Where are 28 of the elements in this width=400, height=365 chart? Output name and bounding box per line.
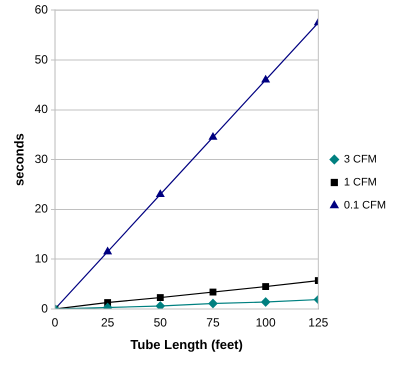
y-tick-label: 30 [34, 152, 48, 166]
x-tick-label: 75 [206, 316, 220, 330]
point [104, 247, 112, 254]
point [208, 298, 218, 308]
point [262, 283, 270, 290]
y-tick-label: 60 [34, 2, 48, 17]
x-tick-label: 25 [100, 316, 115, 330]
y-tick-label: 10 [34, 252, 48, 266]
point [210, 288, 216, 296]
x-tick-label: 100 [256, 316, 276, 330]
y-tick-label: 0 [41, 301, 48, 316]
legend-label: 0.1 CFM [344, 200, 386, 212]
x-tick-label: 0 [52, 316, 59, 330]
x-axis-title: Tube Length (feet) [130, 336, 243, 352]
point [208, 132, 218, 140]
point [156, 190, 164, 198]
point [262, 75, 270, 83]
point [261, 297, 270, 307]
point [156, 301, 165, 309]
y-axis-title: seconds [11, 133, 26, 186]
legend-label: 3 CFM [344, 154, 377, 166]
y-tick-label: 20 [34, 202, 48, 216]
x-tick-label: 125 [308, 316, 329, 330]
point [156, 294, 164, 301]
y-tick-label: 40 [34, 102, 48, 116]
x-tick-label: 50 [154, 316, 168, 330]
y-tick-label: 50 [34, 52, 48, 66]
legend-label: 1 CFM [344, 176, 377, 189]
